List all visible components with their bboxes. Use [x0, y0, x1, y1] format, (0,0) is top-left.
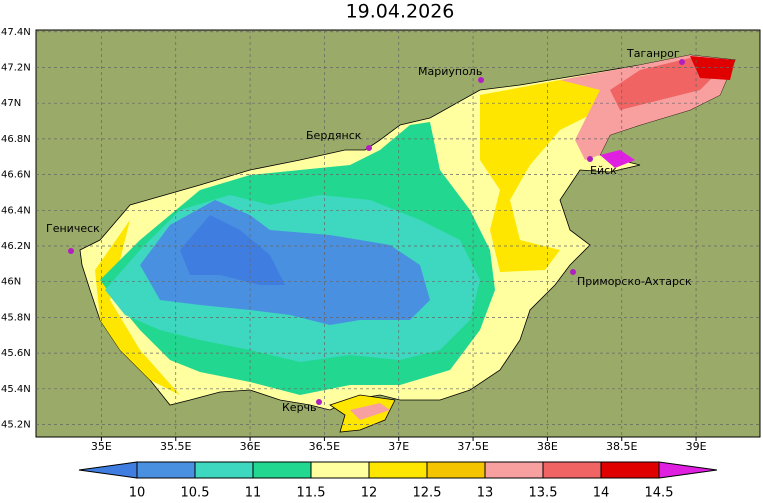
x-tick-label: 37.5E: [457, 440, 488, 453]
x-tick-label: 36E: [240, 440, 261, 453]
grid: [36, 30, 760, 437]
colorbar-box: [542, 461, 602, 479]
y-tick-label: 45.4N: [1, 384, 31, 395]
y-tick-label: 45.2N: [1, 420, 31, 431]
city-dot: [478, 77, 484, 83]
colorbar-under: [78, 461, 138, 479]
colorbar: 10 10.5 11 11.5 12 12.5 13 13.5 14 14.5: [78, 461, 718, 501]
colorbar-label: 10: [129, 486, 146, 500]
x-tick-label: 38.5E: [606, 440, 637, 453]
city-dot: [570, 269, 576, 275]
sea-darkblue: [180, 215, 285, 285]
colorbar-over: [658, 461, 718, 479]
city-label: Ейск: [590, 164, 617, 177]
colorbar-box: [368, 461, 428, 479]
x-tick-label: 35E: [91, 440, 112, 453]
y-tick-label: 45.8N: [1, 312, 31, 323]
colorbar-box: [136, 461, 196, 479]
city-dot: [366, 145, 372, 151]
city-label: Бердянск: [306, 129, 362, 142]
x-tick-label: 36.5E: [309, 440, 340, 453]
colorbar-label: 10.5: [181, 486, 210, 500]
city-dot: [316, 399, 322, 405]
colorbar-label: 11.5: [297, 486, 326, 500]
title: 19.04.2026: [346, 1, 455, 23]
x-tick-label: 35.5E: [160, 440, 191, 453]
x-tick-label: 39E: [686, 440, 707, 453]
map: Геническ Бердянск Мариуполь Таганрог Ейс…: [35, 29, 761, 438]
y-tick-label: 47N: [1, 98, 21, 109]
colorbar-label: 13: [477, 486, 494, 500]
y-tick-label: 46.4N: [1, 205, 31, 216]
city-label: Приморско-Ахтарск: [577, 275, 692, 288]
colorbar-box: [194, 461, 254, 479]
city-label: Керчь: [282, 401, 317, 414]
colorbar-box: [426, 461, 486, 479]
city-dot: [68, 248, 74, 254]
city-dot: [587, 156, 593, 162]
city-label: Таганрог: [626, 47, 680, 60]
city-label: Мариуполь: [418, 65, 482, 78]
y-tick-label: 46.2N: [1, 241, 31, 252]
y-tick-label: 46.8N: [1, 134, 31, 145]
sea-red: [610, 58, 720, 110]
colorbar-label: 12.5: [413, 486, 442, 500]
y-tick-label: 45.6N: [1, 348, 31, 359]
sea-deepred: [690, 56, 735, 80]
y-tick-label: 47.2N: [1, 62, 31, 73]
x-tick-label: 37E: [388, 440, 409, 453]
y-tick-label: 46.6N: [1, 170, 31, 181]
y-tick-label: 46N: [1, 277, 21, 288]
bay-kerch-pink: [350, 403, 390, 420]
colorbar-label: 12: [361, 486, 378, 500]
y-tick-label: 47.4N: [1, 27, 31, 38]
colorbar-label: 14.5: [645, 486, 674, 500]
city-label: Геническ: [46, 222, 100, 235]
colorbar-label: 13.5: [529, 486, 558, 500]
colorbar-label: 14: [593, 486, 610, 500]
colorbar-box: [252, 461, 312, 479]
colorbar-box: [310, 461, 370, 479]
colorbar-label: 11: [245, 486, 262, 500]
sea-yellow: [480, 80, 600, 272]
x-tick-label: 38E: [537, 440, 558, 453]
sea-magenta: [600, 150, 635, 168]
colorbar-box: [600, 461, 660, 479]
colorbar-box: [484, 461, 544, 479]
city-dot: [679, 59, 685, 65]
